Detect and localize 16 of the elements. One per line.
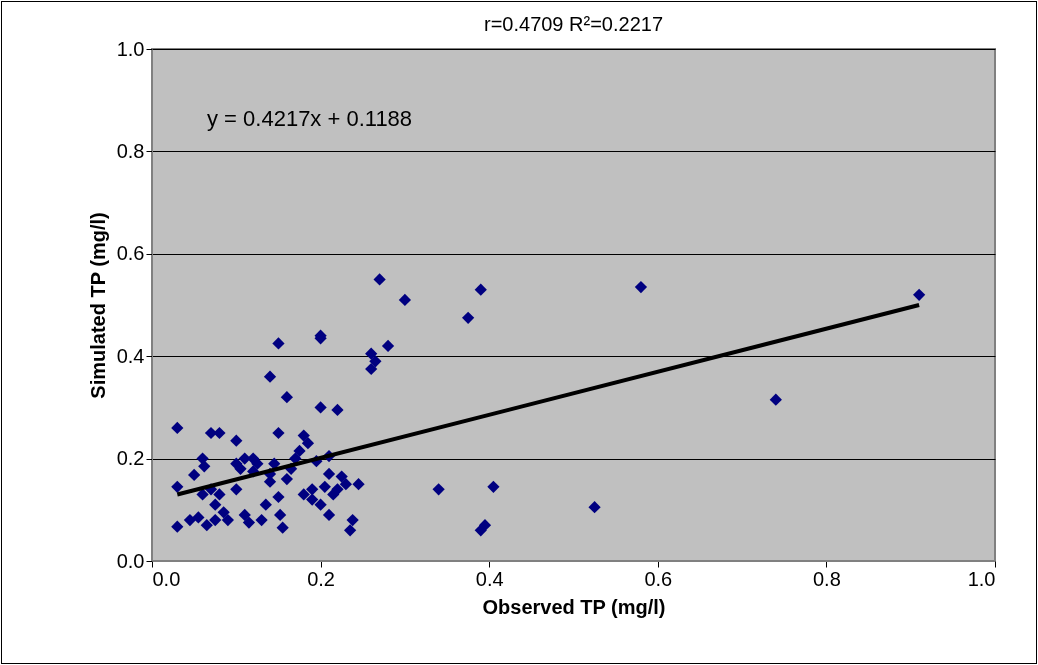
y-axis-title: Simulated TP (mg/l) xyxy=(86,212,109,399)
x-tick-label: 1.0 xyxy=(967,567,996,590)
chart-title: r=0.4709 R²=0.2217 xyxy=(483,13,664,35)
x-tick-label: 0.6 xyxy=(644,567,673,590)
x-axis-title: Observed TP (mg/l) xyxy=(482,595,666,618)
x-tick-label: 0.2 xyxy=(307,567,336,590)
y-tick-label: 0.4 xyxy=(116,344,145,367)
y-tick-label: 0.0 xyxy=(116,549,145,572)
x-tick-label: 0.4 xyxy=(475,567,504,590)
x-tick-label: 0.0 xyxy=(152,567,181,590)
y-tick-label: 0.6 xyxy=(116,242,145,265)
y-tick-label: 0.8 xyxy=(116,139,145,162)
annotation: y = 0.4217x + 0.1188 xyxy=(207,106,413,131)
y-tick-label: 0.2 xyxy=(116,447,145,470)
y-tick-label: 1.0 xyxy=(116,37,145,60)
x-tick-label: 0.8 xyxy=(812,567,841,590)
